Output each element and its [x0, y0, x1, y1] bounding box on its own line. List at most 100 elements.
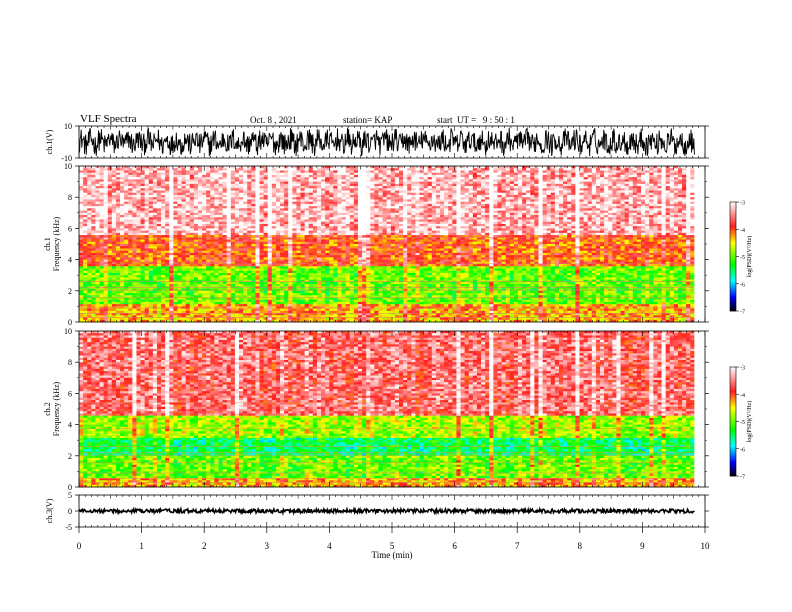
spectrogram-cell	[247, 223, 252, 227]
spectrogram-cell	[591, 215, 597, 218]
spectrogram-cell	[390, 177, 396, 180]
spectrogram-cell	[115, 208, 121, 211]
spectrogram-cell	[608, 183, 613, 187]
spectrogram-cell	[357, 215, 363, 218]
spectrogram-cell	[423, 199, 429, 203]
spectrogram-cell	[534, 183, 539, 187]
spectrogram-cell	[534, 174, 539, 178]
spectrogram-cell	[686, 219, 691, 223]
spectrogram-cell	[653, 190, 658, 194]
spectrogram-cell	[177, 168, 182, 171]
spectrogram-cell	[140, 206, 146, 209]
spectrogram-cell	[103, 183, 109, 187]
spectrogram-cell	[641, 221, 646, 225]
spectrogram-cell	[522, 174, 527, 178]
spectrogram-cell	[444, 190, 449, 194]
spectrogram-cell	[394, 199, 400, 203]
spectrogram-cell	[275, 190, 281, 194]
spectrogram-cell	[513, 186, 519, 189]
spectrogram-cell	[460, 217, 466, 220]
spectrogram-cell	[267, 174, 273, 178]
spectrogram-cell	[353, 177, 359, 180]
spectrogram-cell	[263, 212, 269, 216]
spectrogram-cell	[247, 168, 252, 171]
spectrogram-cell	[243, 188, 248, 191]
spectrogram-cell	[616, 197, 621, 200]
spectrogram-cell	[460, 194, 466, 198]
spectrogram-cell	[513, 192, 519, 196]
spectrogram-cell	[329, 210, 334, 214]
spectrogram-cell	[481, 186, 486, 189]
spectrogram-cell	[271, 183, 277, 187]
spectrogram-cell	[636, 208, 642, 211]
spectrogram-cell	[284, 177, 289, 180]
spectrogram-cell	[226, 217, 232, 220]
spectrogram-cell	[222, 221, 228, 225]
spectrogram-cell	[370, 181, 375, 185]
spectrogram-cell	[485, 215, 490, 218]
spectrogram-cell	[378, 172, 383, 176]
spectrogram-cell	[251, 197, 256, 200]
spectrogram-cell	[595, 186, 601, 189]
spectrogram-cell	[99, 183, 105, 187]
spectrogram-cell	[435, 172, 441, 176]
spectrogram-cell	[357, 192, 363, 196]
spectrogram-cell	[448, 179, 453, 182]
spectrogram-cell	[481, 181, 486, 185]
spectrogram-cell	[156, 212, 162, 216]
spectrogram-cell	[677, 186, 683, 189]
spectrogram-cell	[345, 190, 351, 194]
spectrogram-cell	[218, 197, 223, 200]
spectrogram-cell	[472, 168, 478, 171]
spectrogram-cell	[353, 190, 359, 194]
spectrogram-cell	[103, 170, 109, 174]
spectrogram-cell	[604, 190, 609, 194]
spectrogram-cell	[308, 201, 314, 205]
spectrogram-cell	[288, 194, 293, 198]
spectrogram-cell	[197, 183, 203, 187]
spectrogram-cell	[152, 172, 158, 176]
spectrogram-cell	[686, 194, 691, 198]
spectrogram-cell	[460, 215, 466, 218]
spectrogram-cell	[415, 183, 420, 187]
spectrogram-cell	[435, 208, 441, 211]
spectrogram-cell	[587, 215, 593, 218]
spectrogram-cell	[189, 194, 195, 198]
spectrogram-cell	[407, 203, 412, 207]
spectrogram-cell	[641, 170, 646, 174]
spectrogram-cell	[234, 181, 240, 185]
spectrogram-cell	[554, 215, 560, 218]
spectrogram-cell	[341, 181, 347, 185]
spectrogram-cell	[140, 208, 146, 211]
spectrogram-cell	[136, 208, 141, 211]
spectrogram-cell	[448, 166, 453, 169]
spectrogram-cell	[321, 192, 326, 196]
spectrogram-cell	[230, 177, 236, 180]
spectrogram-cell	[128, 215, 133, 218]
spectrogram-cell	[546, 177, 552, 180]
spectrogram-cell	[653, 170, 658, 174]
spectrogram-cell	[431, 203, 437, 207]
spectrogram-cell	[144, 181, 150, 185]
spectrogram-cell	[587, 168, 593, 171]
spectrogram-cell	[234, 212, 240, 216]
spectrogram-cell	[509, 183, 515, 187]
spectrogram-cell	[398, 183, 404, 187]
spectrogram-cell	[304, 197, 310, 200]
spectrogram-cell	[517, 179, 523, 182]
spectrogram-cell	[669, 221, 675, 225]
spectrogram-cell	[390, 203, 396, 207]
spectrogram-cell	[161, 223, 166, 227]
spectrogram-cell	[435, 210, 441, 214]
spectrogram-cell	[230, 174, 236, 178]
spectrogram-cell	[267, 181, 273, 185]
spectrogram-cell	[197, 210, 203, 214]
spectrogram-cell	[600, 190, 605, 194]
spectrogram-cell	[370, 217, 375, 220]
spectrogram-cell	[214, 217, 219, 220]
spectrogram-cell	[140, 166, 146, 169]
spectrogram-cell	[206, 168, 211, 171]
spectrogram-cell	[489, 194, 494, 198]
spectrogram-cell	[431, 194, 437, 198]
spectrogram-cell	[173, 219, 178, 223]
